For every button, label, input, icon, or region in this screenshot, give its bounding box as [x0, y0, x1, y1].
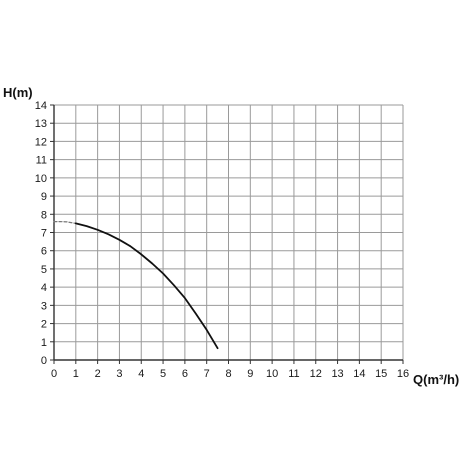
x-tick-label: 12: [310, 368, 322, 380]
x-tick-label: 2: [95, 368, 101, 380]
y-tick-label: 0: [41, 355, 47, 367]
x-tick-label: 0: [51, 368, 57, 380]
x-tick-label: 5: [160, 368, 166, 380]
x-tick-label: 4: [138, 368, 144, 380]
x-tick-label: 11: [288, 368, 299, 380]
x-tick-label: 8: [225, 368, 231, 380]
y-tick-label: 3: [41, 300, 47, 312]
y-tick-label: 4: [41, 282, 47, 294]
y-tick-label: 13: [35, 118, 47, 130]
y-tick-label: 7: [41, 228, 47, 240]
y-tick-label: 2: [41, 319, 47, 331]
x-tick-label: 6: [182, 368, 188, 380]
x-tick-label: 14: [353, 368, 365, 380]
x-tick-label: 15: [375, 368, 387, 380]
grid-lines: [54, 104, 404, 360]
x-tick-label: 1: [73, 368, 79, 380]
y-tick-label: 8: [41, 209, 47, 221]
pump-curve-line: [74, 222, 219, 350]
x-tick-label: 3: [116, 368, 122, 380]
y-tick-label: 10: [35, 173, 47, 185]
x-tick-label: 16: [397, 368, 409, 380]
y-tick-label: 14: [35, 100, 47, 112]
y-axis-title: H(m): [3, 85, 33, 100]
y-tick-label: 1: [41, 337, 47, 349]
x-tick-label: 9: [247, 368, 253, 380]
x-tick-label: 10: [266, 368, 278, 380]
y-tick-label: 12: [35, 136, 47, 148]
x-axis-title: Q(m³/h): [413, 372, 459, 387]
curve-extrapolated-dashed: [53, 221, 77, 224]
x-tick-labels: 0 1 2 3 4 5 6 7 8 9 10 11 12 13 14 15 16: [51, 368, 409, 380]
curve-group: [53, 221, 219, 350]
axes: [50, 104, 404, 364]
y-tick-label: 9: [41, 191, 47, 203]
x-tick-label: 7: [204, 368, 210, 380]
y-tick-label: 5: [41, 264, 47, 276]
y-tick-label: 11: [36, 155, 47, 167]
y-tick-label: 6: [41, 246, 47, 258]
x-tick-label: 13: [331, 368, 343, 380]
